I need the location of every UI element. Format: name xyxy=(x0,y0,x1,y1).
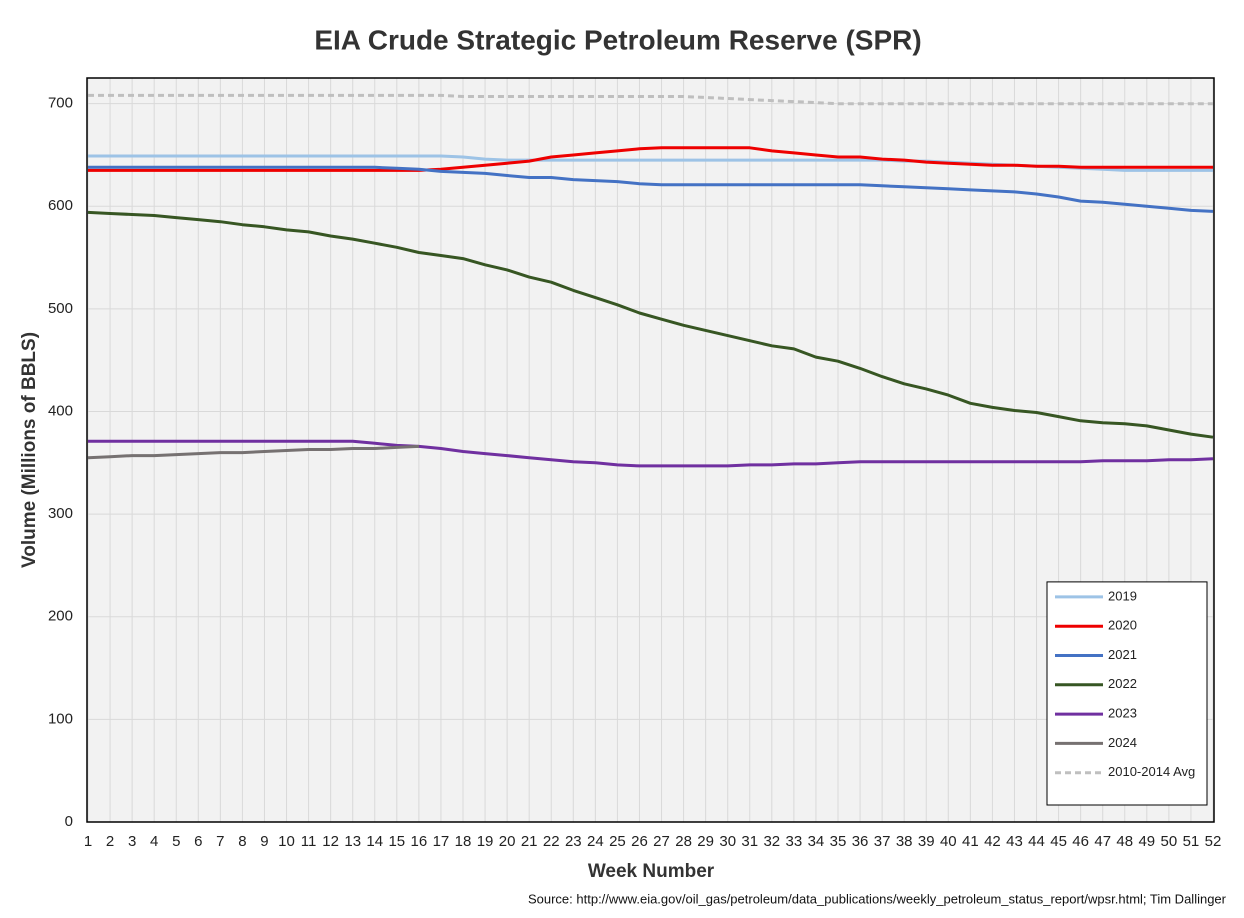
x-tick-label: 29 xyxy=(697,833,714,850)
x-tick-label: 21 xyxy=(521,833,538,850)
y-tick-label: 600 xyxy=(48,197,73,214)
y-tick-label: 700 xyxy=(48,95,73,112)
x-tick-label: 9 xyxy=(260,833,268,850)
x-tick-label: 39 xyxy=(918,833,935,850)
x-tick-label: 46 xyxy=(1072,833,1089,850)
chart-title: EIA Crude Strategic Petroleum Reserve (S… xyxy=(314,24,921,55)
x-tick-label: 20 xyxy=(499,833,516,850)
x-tick-label: 22 xyxy=(543,833,560,850)
x-tick-label: 16 xyxy=(411,833,428,850)
x-tick-label: 17 xyxy=(433,833,450,850)
x-tick-label: 41 xyxy=(962,833,979,850)
plot-border xyxy=(86,77,1215,823)
x-tick-label: 23 xyxy=(565,833,582,850)
x-tick-label: 32 xyxy=(763,833,780,850)
x-tick-label: 45 xyxy=(1050,833,1067,850)
x-tick-label: 6 xyxy=(194,833,202,850)
x-tick-label: 44 xyxy=(1028,833,1045,850)
source-note: Source: http://www.eia.gov/oil_gas/petro… xyxy=(528,891,1227,906)
x-tick-label: 19 xyxy=(477,833,494,850)
series-line xyxy=(88,146,1213,172)
x-tick-label: 30 xyxy=(719,833,736,850)
x-tick-label: 10 xyxy=(278,833,295,850)
x-tick-label: 33 xyxy=(786,833,803,850)
x-tick-label: 52 xyxy=(1205,833,1222,850)
x-tick-label: 27 xyxy=(653,833,670,850)
x-tick-label: 1 xyxy=(84,833,92,850)
y-tick-label: 500 xyxy=(48,300,73,317)
x-tick-label: 25 xyxy=(609,833,626,850)
x-tick-label: 43 xyxy=(1006,833,1023,850)
legend-label: 2010-2014 Avg xyxy=(1108,764,1195,779)
legend-label: 2020 xyxy=(1108,618,1137,633)
x-tick-label: 24 xyxy=(587,833,604,850)
legend-label: 2019 xyxy=(1108,588,1137,603)
x-tick-label: 48 xyxy=(1116,833,1133,850)
x-tick-label: 51 xyxy=(1183,833,1200,850)
series-line xyxy=(87,210,1214,439)
x-tick-label: 36 xyxy=(852,833,869,850)
y-axis-label: Volume (Millions of BBLS) xyxy=(19,332,40,568)
legend-box xyxy=(1046,581,1208,806)
x-tick-label: 38 xyxy=(896,833,913,850)
x-tick-label: 28 xyxy=(675,833,692,850)
x-tick-label: 8 xyxy=(238,833,246,850)
series-line xyxy=(88,165,1214,213)
x-axis-label: Week Number xyxy=(588,861,715,882)
x-tick-label: 50 xyxy=(1161,833,1178,850)
series-line xyxy=(87,444,419,460)
x-tick-label: 5 xyxy=(172,833,180,850)
y-tick-label: 100 xyxy=(48,710,73,727)
x-tick-label: 34 xyxy=(808,833,825,850)
plot-area xyxy=(87,78,1214,822)
x-tick-label: 11 xyxy=(301,833,317,850)
x-tick-label: 7 xyxy=(216,833,224,850)
x-tick-label: 40 xyxy=(940,833,957,850)
x-tick-label: 12 xyxy=(322,833,339,850)
legend-label: 2023 xyxy=(1108,706,1137,721)
y-tick-label: 300 xyxy=(48,505,73,522)
x-tick-label: 18 xyxy=(455,833,472,850)
legend-label: 2024 xyxy=(1108,735,1137,750)
x-tick-label: 49 xyxy=(1138,833,1155,850)
y-tick-label: 0 xyxy=(65,813,73,830)
x-tick-label: 35 xyxy=(830,833,847,850)
legend-label: 2021 xyxy=(1108,647,1137,662)
x-tick-label: 3 xyxy=(128,833,136,850)
x-tick-label: 37 xyxy=(874,833,891,850)
x-tick-label: 15 xyxy=(388,833,405,850)
x-tick-label: 4 xyxy=(150,833,158,850)
y-tick-label: 200 xyxy=(48,608,73,625)
x-tick-label: 14 xyxy=(366,833,383,850)
series-line xyxy=(88,439,1214,468)
x-tick-label: 42 xyxy=(984,833,1001,850)
x-tick-label: 31 xyxy=(741,833,758,850)
x-tick-label: 13 xyxy=(344,833,361,850)
series-line xyxy=(88,93,1213,106)
x-tick-label: 2 xyxy=(106,833,114,850)
x-tick-label: 26 xyxy=(631,833,648,850)
legend-label: 2022 xyxy=(1108,676,1137,691)
x-tick-label: 47 xyxy=(1094,833,1111,850)
y-tick-label: 400 xyxy=(48,402,73,419)
